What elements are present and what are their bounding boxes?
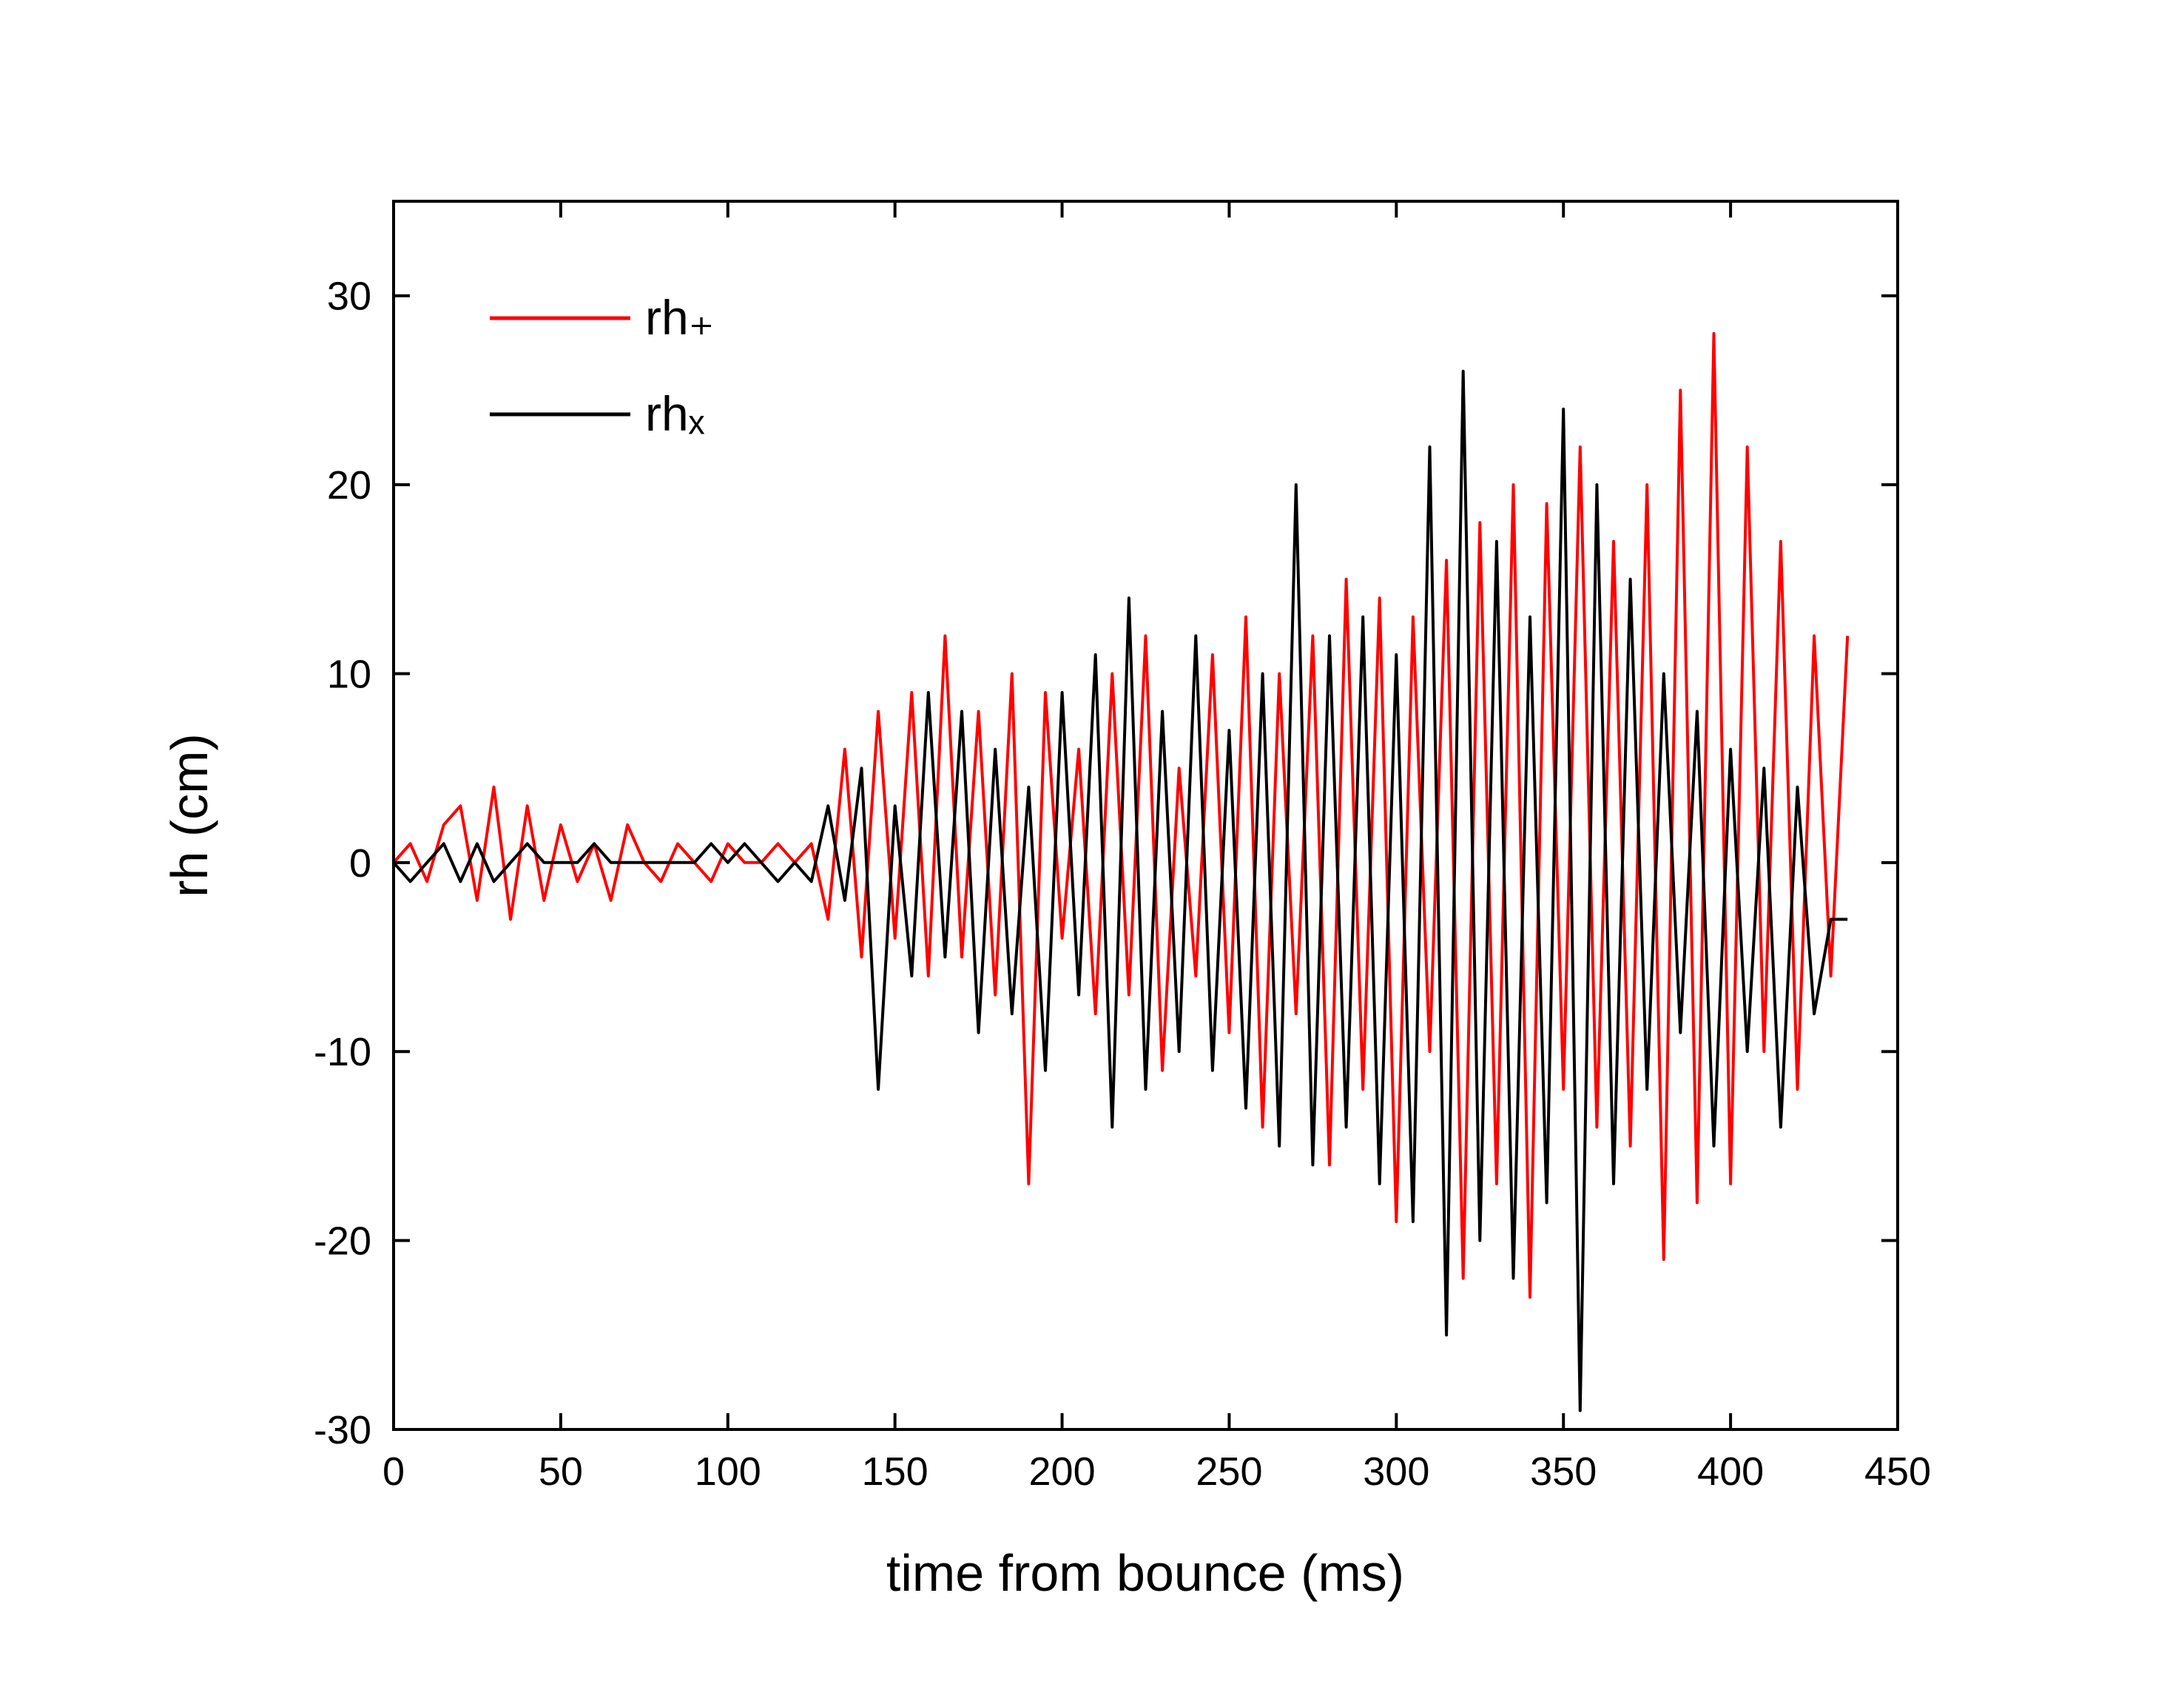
legend-label: rhₓ bbox=[645, 386, 705, 441]
series-line bbox=[392, 331, 1850, 1299]
y-tick-label: -10 bbox=[314, 1030, 371, 1074]
y-tick-label: -20 bbox=[314, 1219, 371, 1264]
x-tick-label: 200 bbox=[1029, 1449, 1096, 1494]
series-line bbox=[392, 369, 1848, 1412]
y-tick-label: 20 bbox=[327, 463, 371, 508]
y-tick-label: -30 bbox=[314, 1408, 371, 1452]
y-tick-label: 0 bbox=[349, 841, 371, 886]
x-tick-label: 350 bbox=[1530, 1449, 1597, 1494]
x-tick-label: 400 bbox=[1697, 1449, 1764, 1494]
legend-label: rh₊ bbox=[645, 290, 715, 345]
y-axis-label: rh (cm) bbox=[161, 733, 218, 897]
x-tick-label: 150 bbox=[862, 1449, 928, 1494]
y-tick-label: 10 bbox=[327, 652, 371, 696]
x-tick-label: 250 bbox=[1196, 1449, 1262, 1494]
x-tick-label: 300 bbox=[1363, 1449, 1429, 1494]
x-axis-label: time from bounce (ms) bbox=[886, 1544, 1404, 1602]
x-tick-label: 50 bbox=[539, 1449, 583, 1494]
x-tick-label: 450 bbox=[1864, 1449, 1931, 1494]
x-tick-label: 100 bbox=[695, 1449, 761, 1494]
x-tick-label: 0 bbox=[382, 1449, 405, 1494]
y-tick-label: 30 bbox=[327, 274, 371, 319]
plot-frame bbox=[392, 200, 1899, 1431]
